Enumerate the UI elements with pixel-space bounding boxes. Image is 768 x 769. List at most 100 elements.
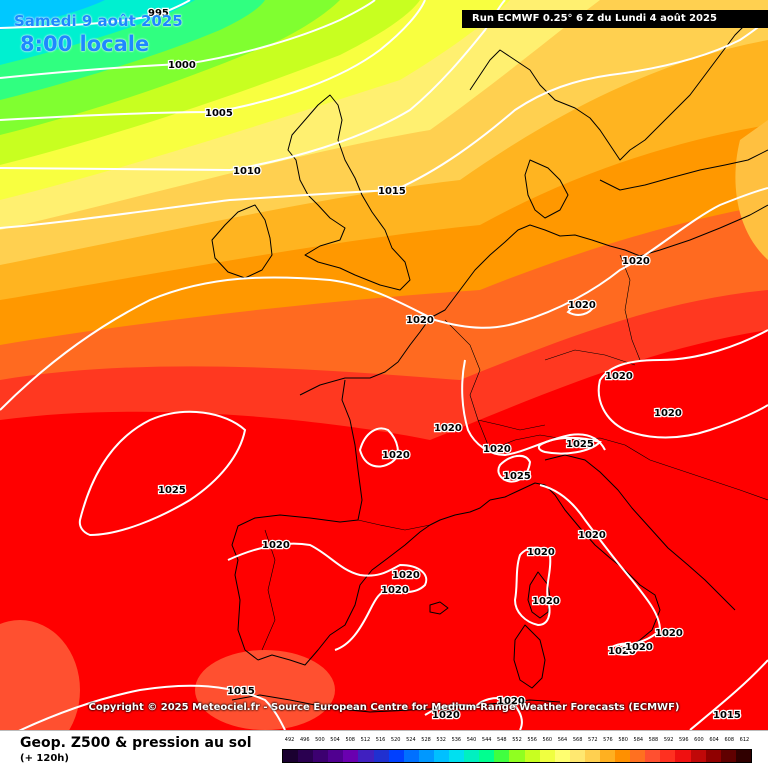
isobar-1010 bbox=[0, 0, 506, 172]
isobar-label: 1020 bbox=[497, 696, 525, 707]
forecast-date: Samedi 9 août 2025 bbox=[14, 12, 183, 30]
forecast-lead-time: (+ 120h) bbox=[20, 753, 69, 764]
color-legend bbox=[282, 749, 752, 763]
isobar-label: 1020 bbox=[381, 585, 409, 596]
legend-swatch bbox=[690, 750, 706, 762]
legend-label: 596 bbox=[678, 737, 689, 743]
isobar-label: 1020 bbox=[605, 371, 633, 382]
legend-swatch bbox=[599, 750, 616, 762]
isobar-label: 1015 bbox=[713, 710, 741, 721]
isobar-1015-north bbox=[0, 17, 768, 229]
isobar-label: 1020 bbox=[483, 444, 511, 455]
legend-label: 516 bbox=[375, 737, 386, 743]
legend-swatch bbox=[509, 750, 525, 762]
border-alps bbox=[489, 434, 626, 451]
coast-great-britain bbox=[287, 94, 411, 291]
isobar-1020-central-france bbox=[358, 427, 399, 468]
isobar-1020-lombardy bbox=[497, 454, 532, 483]
isobar-label: 1020 bbox=[406, 315, 434, 326]
isobar-label: 1020 bbox=[622, 256, 650, 267]
legend-swatch bbox=[615, 750, 631, 762]
isobar-label: 995 bbox=[148, 8, 169, 19]
legend-label: 532 bbox=[436, 737, 446, 743]
legend-swatch bbox=[645, 750, 661, 762]
borders bbox=[261, 254, 768, 651]
legend-label: 508 bbox=[345, 737, 355, 743]
legend-swatch bbox=[479, 750, 495, 762]
legend-label: 496 bbox=[299, 737, 310, 743]
isobar-label: 1020 bbox=[625, 642, 653, 653]
legend-label: 592 bbox=[663, 737, 674, 743]
border-fr-de bbox=[444, 319, 491, 451]
isobar-label: 1005 bbox=[205, 108, 233, 119]
coast-adriatic bbox=[544, 454, 736, 611]
coast-denmark bbox=[524, 159, 569, 219]
isobar-1020-iberia bbox=[227, 542, 428, 651]
border-cz bbox=[544, 349, 636, 366]
coast-scandinavia bbox=[469, 19, 751, 161]
legend-label: 572 bbox=[588, 737, 598, 743]
isobar-1020-corsica bbox=[513, 546, 552, 627]
legend-label: 504 bbox=[330, 737, 340, 743]
isobar-1000 bbox=[0, 0, 376, 79]
copyright-notice: Copyright © 2025 Meteociel.fr - Source E… bbox=[88, 702, 680, 713]
legend-swatch bbox=[630, 750, 646, 762]
coast-iberia-med bbox=[257, 499, 491, 666]
isobar-1020-sicily bbox=[608, 642, 642, 656]
isobar-label: 1020 bbox=[527, 547, 555, 558]
legend-swatch bbox=[373, 750, 389, 762]
legend-swatch bbox=[524, 750, 540, 762]
legend-swatch bbox=[554, 750, 570, 762]
legend-swatch bbox=[298, 750, 314, 762]
isobar-1015-south bbox=[18, 684, 286, 730]
isobar-1020-bavaria bbox=[566, 303, 596, 316]
coast-ireland bbox=[211, 204, 273, 279]
isobar-label: 1025 bbox=[158, 485, 186, 496]
legend-labels: 492 496 500 504 508 512 516 520 524 528 532 536 540 5… bbox=[282, 737, 752, 745]
isobar-label: 1020 bbox=[578, 530, 606, 541]
legend-swatch bbox=[358, 750, 374, 762]
legend-label: 524 bbox=[406, 737, 416, 743]
border-ch-it bbox=[477, 419, 546, 431]
isobar-label: 1010 bbox=[233, 166, 261, 177]
isobar-1025-atlantic bbox=[78, 410, 247, 537]
isobar-label: 1020 bbox=[568, 300, 596, 311]
legend-label: 500 bbox=[315, 737, 325, 743]
isobar-1020-east bbox=[597, 329, 768, 439]
isobar-1015-se bbox=[689, 659, 768, 730]
legend-swatch bbox=[403, 750, 419, 762]
legend-label: 528 bbox=[421, 737, 431, 743]
border-es-pt bbox=[261, 529, 276, 651]
legend-swatch bbox=[735, 750, 751, 762]
legend-label: 560 bbox=[542, 737, 553, 743]
isobar-1020-alps bbox=[461, 359, 606, 457]
isobar-995 bbox=[0, 0, 191, 29]
legend-swatch bbox=[464, 750, 480, 762]
legend-swatch bbox=[433, 750, 450, 762]
isobars bbox=[0, 0, 768, 730]
legend-label: 520 bbox=[390, 737, 401, 743]
band-540 bbox=[0, 0, 105, 30]
forecast-map: 995 1000 1005 1010 1015 1020 1020 1020 1… bbox=[0, 0, 768, 730]
coast-baltic bbox=[599, 149, 768, 191]
legend-label: 608 bbox=[724, 737, 735, 743]
forecast-time: 8:00 locale bbox=[20, 32, 150, 56]
legend-label: 548 bbox=[497, 737, 507, 743]
legend-label: 540 bbox=[466, 737, 477, 743]
legend-swatch bbox=[343, 750, 359, 762]
legend-label: 576 bbox=[603, 737, 613, 743]
isobar-label: 1020 bbox=[382, 450, 410, 461]
legend-swatch bbox=[418, 750, 434, 762]
border-fr-es bbox=[357, 519, 431, 531]
coast-biscay bbox=[231, 379, 363, 661]
isobar-label: 1020 bbox=[654, 408, 682, 419]
legend-label: 600 bbox=[694, 737, 704, 743]
legend-swatch bbox=[539, 750, 555, 762]
isobar-label: 1025 bbox=[503, 471, 531, 482]
isobar-label: 1000 bbox=[168, 60, 196, 71]
legend-label: 612 bbox=[739, 737, 750, 743]
legend-label: 544 bbox=[481, 737, 492, 743]
isobar-1020-north-africa bbox=[424, 697, 523, 730]
legend-swatch bbox=[313, 750, 329, 762]
